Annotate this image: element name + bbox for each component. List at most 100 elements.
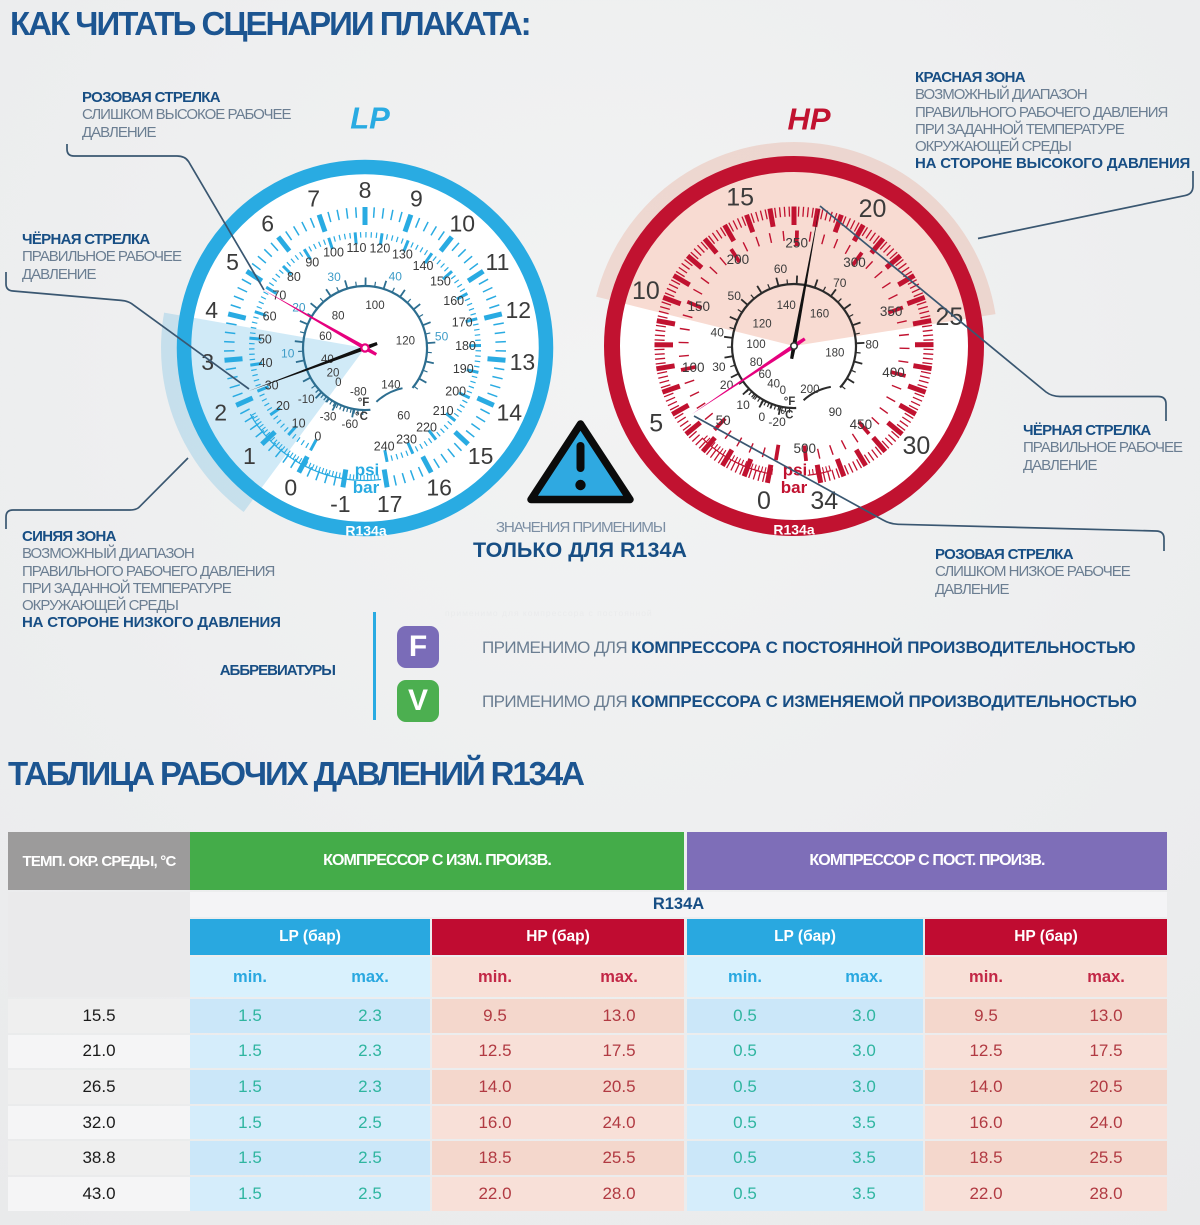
svg-text:220: 220 (416, 421, 437, 435)
svg-text:60: 60 (319, 331, 332, 343)
svg-text:10: 10 (736, 398, 750, 412)
svg-text:7: 7 (307, 186, 320, 212)
svg-text:LP: LP (350, 101, 390, 136)
svg-text:17: 17 (377, 491, 403, 517)
svg-text:30: 30 (902, 432, 930, 460)
svg-text:4: 4 (205, 297, 218, 323)
svg-text:160: 160 (443, 294, 464, 308)
svg-text:psi: psi (355, 461, 380, 480)
svg-text:10: 10 (632, 277, 660, 305)
svg-text:bar: bar (781, 478, 808, 497)
svg-text:500: 500 (794, 441, 817, 456)
svg-text:240: 240 (374, 440, 395, 454)
svg-text:bar: bar (353, 478, 380, 497)
svg-text:°F: °F (784, 396, 796, 408)
svg-text:50: 50 (716, 413, 731, 428)
svg-text:40: 40 (711, 326, 725, 340)
svg-text:10: 10 (450, 211, 476, 237)
svg-text:350: 350 (880, 304, 903, 319)
svg-text:110: 110 (347, 241, 367, 255)
svg-text:170: 170 (452, 316, 473, 330)
svg-text:R134a: R134a (773, 522, 814, 538)
svg-text:50: 50 (728, 289, 742, 303)
svg-text:80: 80 (332, 310, 345, 322)
svg-text:0: 0 (780, 385, 786, 397)
svg-text:200: 200 (800, 384, 819, 396)
svg-text:-10: -10 (298, 394, 315, 406)
svg-text:180: 180 (825, 348, 844, 360)
svg-text:30: 30 (265, 378, 279, 392)
svg-text:80: 80 (287, 270, 301, 284)
svg-text:5: 5 (649, 409, 663, 437)
svg-text:450: 450 (850, 417, 873, 432)
svg-text:2: 2 (214, 399, 227, 425)
svg-text:130: 130 (392, 248, 413, 262)
svg-text:12: 12 (506, 297, 532, 323)
svg-text:°C: °C (355, 411, 368, 423)
svg-text:60: 60 (759, 369, 772, 381)
svg-text:180: 180 (455, 339, 476, 353)
svg-text:10: 10 (281, 346, 295, 360)
svg-text:140: 140 (381, 379, 400, 391)
svg-text:200: 200 (727, 252, 750, 267)
svg-text:60: 60 (263, 310, 277, 324)
svg-text:190: 190 (453, 362, 474, 376)
svg-text:16: 16 (426, 475, 452, 501)
svg-text:34: 34 (810, 487, 838, 515)
svg-text:60: 60 (397, 410, 410, 422)
svg-text:150: 150 (688, 299, 711, 314)
svg-text:30: 30 (712, 360, 726, 374)
svg-text:0: 0 (759, 410, 766, 424)
svg-text:400: 400 (882, 365, 905, 380)
svg-text:-30: -30 (320, 411, 337, 423)
svg-text:80: 80 (750, 357, 763, 369)
svg-text:120: 120 (369, 242, 390, 256)
svg-text:100: 100 (323, 246, 344, 260)
svg-text:11: 11 (486, 249, 510, 275)
svg-text:90: 90 (829, 405, 843, 419)
svg-text:-1: -1 (330, 491, 350, 517)
svg-text:100: 100 (746, 339, 765, 351)
svg-text:1: 1 (243, 443, 256, 469)
svg-text:40: 40 (259, 356, 273, 370)
svg-text:100: 100 (365, 300, 384, 312)
svg-text:50: 50 (435, 329, 449, 343)
svg-text:140: 140 (777, 300, 796, 312)
svg-text:120: 120 (753, 319, 772, 331)
svg-text:9: 9 (410, 186, 423, 212)
svg-text:-80: -80 (350, 387, 367, 399)
svg-text:20: 20 (859, 195, 887, 223)
svg-text:R134a: R134a (345, 523, 386, 539)
svg-text:70: 70 (833, 276, 847, 290)
svg-text:10: 10 (292, 416, 306, 430)
svg-text:70: 70 (272, 288, 286, 302)
svg-text:40: 40 (767, 378, 780, 390)
svg-text:20: 20 (327, 368, 340, 380)
svg-text:160: 160 (810, 309, 829, 321)
svg-text:90: 90 (305, 255, 319, 269)
svg-text:-60: -60 (341, 419, 358, 431)
svg-text:HP: HP (787, 102, 830, 137)
svg-text:15: 15 (726, 183, 754, 211)
svg-text:200: 200 (445, 384, 466, 398)
svg-text:5: 5 (226, 249, 239, 275)
svg-text:120: 120 (396, 335, 415, 347)
svg-text:150: 150 (430, 275, 451, 289)
svg-text:210: 210 (433, 404, 454, 418)
svg-text:80: 80 (865, 338, 879, 352)
svg-text:60: 60 (774, 262, 788, 276)
svg-text:250: 250 (785, 236, 808, 251)
svg-text:140: 140 (413, 259, 434, 273)
svg-text:230: 230 (396, 433, 417, 447)
svg-text:15: 15 (468, 443, 494, 469)
svg-text:30: 30 (327, 270, 341, 284)
svg-text:3: 3 (201, 349, 214, 375)
svg-text:20: 20 (292, 301, 306, 315)
svg-text:100: 100 (682, 360, 705, 375)
svg-text:20: 20 (276, 399, 290, 413)
svg-text:300: 300 (843, 255, 866, 270)
svg-text:0: 0 (335, 377, 341, 389)
svg-text:0: 0 (757, 487, 771, 515)
svg-text:13: 13 (510, 349, 536, 375)
svg-text:14: 14 (497, 399, 523, 425)
